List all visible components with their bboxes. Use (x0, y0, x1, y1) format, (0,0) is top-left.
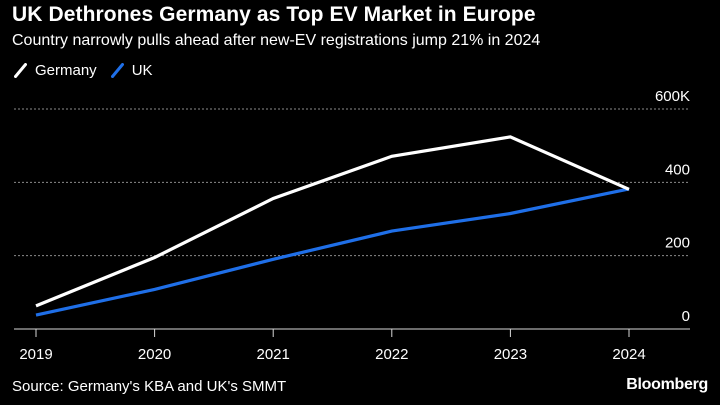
legend-swatch-uk (110, 63, 124, 78)
bloomberg-logo: Bloomberg (626, 376, 708, 393)
chart-title: UK Dethrones Germany as Top EV Market in… (12, 3, 536, 26)
series-line-germany (35, 135, 630, 308)
y-tick-label-0: 0 (682, 308, 690, 325)
legend-item-uk: UK (110, 62, 153, 79)
chart-subtitle: Country narrowly pulls ahead after new-E… (12, 32, 541, 49)
y-tick-label-400: 400 (665, 161, 690, 178)
x-tick-label-2022: 2022 (375, 346, 408, 363)
x-tick-label-2019: 2019 (19, 346, 52, 363)
series-line-uk (35, 187, 630, 317)
x-tick-label-2024: 2024 (612, 346, 645, 363)
legend-label-uk: UK (131, 62, 153, 79)
legend-swatch-germany (14, 63, 27, 78)
legend-item-germany: Germany (14, 62, 97, 79)
x-tick-label-2021: 2021 (257, 346, 290, 363)
y-tick-label-200: 200 (665, 235, 690, 252)
y-tick-label-600: 600K (655, 88, 690, 105)
legend: Germany UK (14, 62, 167, 79)
source-note: Source: Germany's KBA and UK's SMMT (12, 378, 287, 395)
x-tick-label-2023: 2023 (494, 346, 527, 363)
x-tick-label-2020: 2020 (138, 346, 171, 363)
legend-label-germany: Germany (35, 62, 97, 79)
